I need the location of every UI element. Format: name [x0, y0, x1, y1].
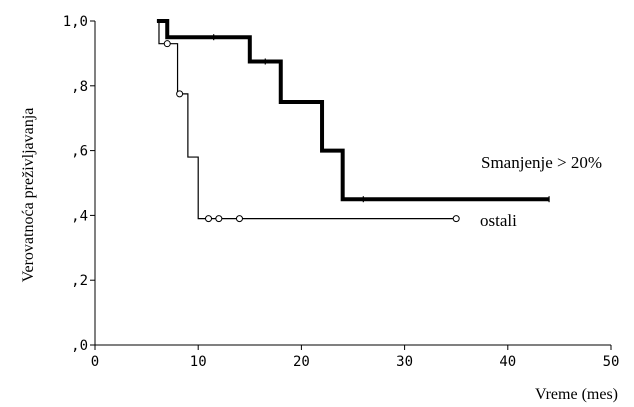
- series-line-0: [156, 19, 550, 202]
- y-tick-label: ,8: [71, 79, 88, 95]
- series-label-ostali: ostali: [480, 211, 517, 230]
- x-axis-title: Vreme (mes): [535, 386, 618, 403]
- x-tick-label: 30: [396, 354, 413, 370]
- censor-mark: [235, 215, 243, 223]
- censor-mark: [163, 40, 171, 48]
- y-tick-label: ,2: [71, 273, 88, 289]
- y-tick-label: ,4: [71, 208, 88, 224]
- y-tick-label: 1,0: [63, 14, 88, 30]
- y-tick-label: ,6: [71, 144, 88, 160]
- x-tick-label: 20: [293, 354, 310, 370]
- x-tick-label: 10: [190, 354, 207, 370]
- censor-mark: [205, 215, 213, 223]
- series-label-smanjenje: Smanjenje > 20%: [481, 153, 602, 172]
- x-ticks: 0 10 20 30 40 50: [91, 345, 620, 370]
- series-line-1: [156, 20, 457, 220]
- censor-mark: [215, 215, 223, 223]
- x-tick-label: 40: [499, 354, 516, 370]
- censor-mark: [176, 90, 184, 98]
- axes: [94, 21, 611, 346]
- x-tick-label: 0: [91, 354, 99, 370]
- y-tick-label: ,0: [71, 338, 88, 354]
- y-axis-title: Verovatnoća preživljavanja: [20, 108, 37, 283]
- y-ticks: ,0 ,2 ,4 ,6 ,8 1,0: [63, 14, 95, 354]
- series-layer: [156, 19, 550, 223]
- x-tick-label: 50: [603, 354, 620, 370]
- censor-mark: [452, 215, 460, 223]
